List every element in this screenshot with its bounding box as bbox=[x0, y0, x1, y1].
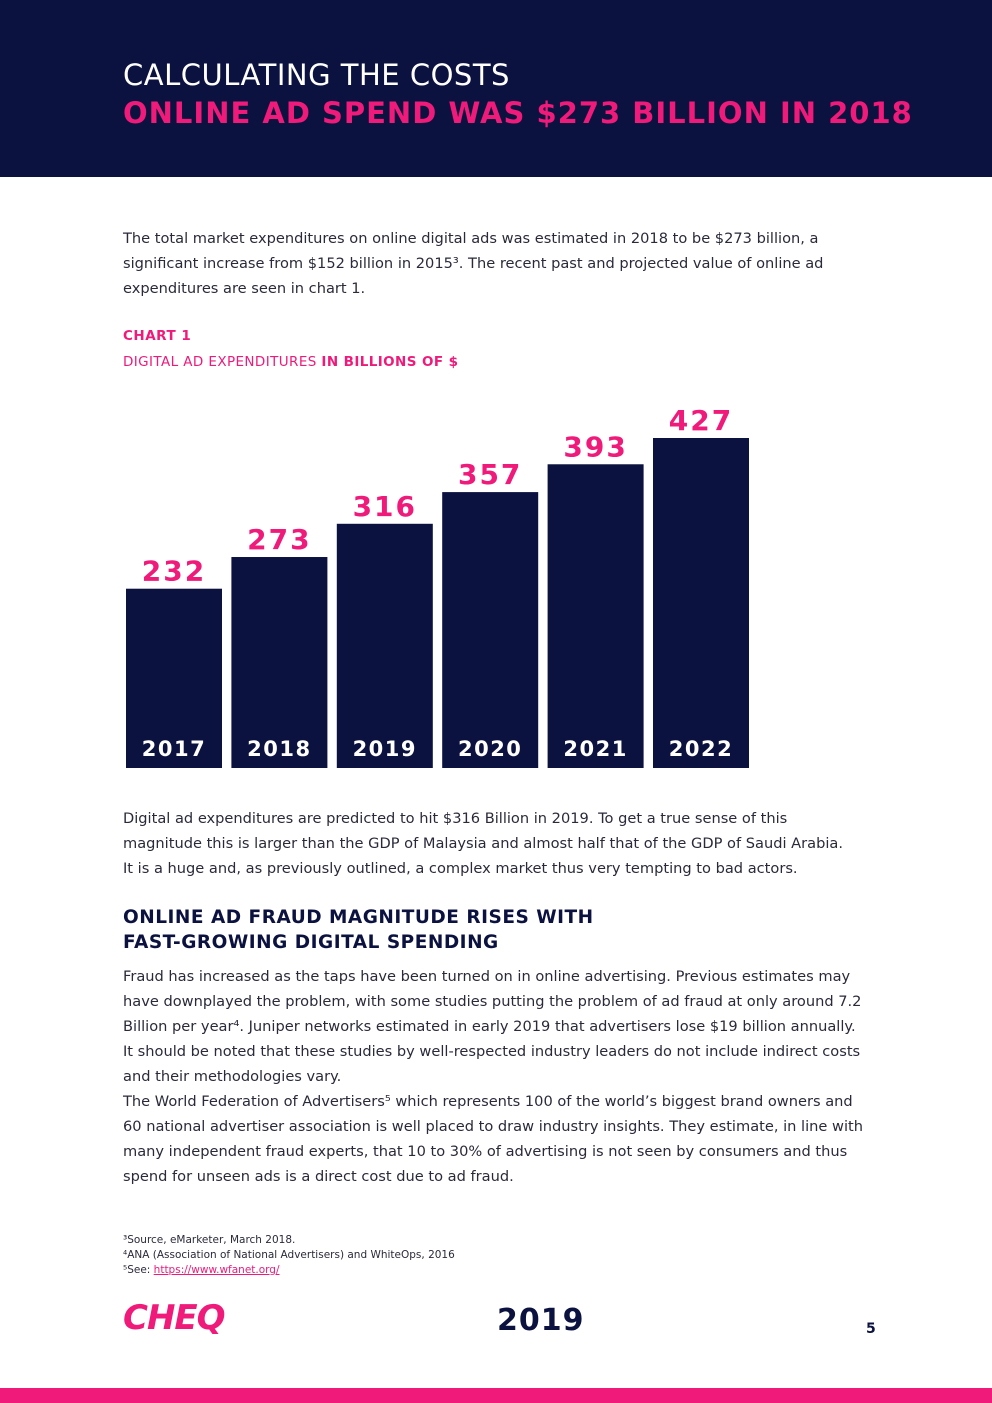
chart-subtitle: DIGITAL AD EXPENDITURES IN BILLIONS OF $ bbox=[123, 354, 458, 370]
fraud-line: Billion per year⁴. Juniper networks esti… bbox=[123, 1018, 856, 1035]
fraud-line: have downplayed the problem, with some s… bbox=[123, 993, 862, 1010]
fraud-paragraph: Fraud has increased as the taps have bee… bbox=[123, 964, 885, 1189]
fraud-line: and their methodologies vary. bbox=[123, 1068, 342, 1085]
intro-line: expenditures are seen in chart 1. bbox=[123, 280, 366, 297]
bar-2022 bbox=[653, 438, 749, 768]
bar-2021 bbox=[547, 464, 644, 768]
chart-subtitle-regular: DIGITAL AD EXPENDITURES bbox=[123, 354, 322, 370]
fraud-line: The World Federation of Advertisers⁵ whi… bbox=[123, 1093, 853, 1110]
bar-category-label: 2019 bbox=[353, 737, 417, 761]
bar-category-label: 2017 bbox=[142, 737, 206, 761]
bar-category-label: 2022 bbox=[669, 737, 733, 761]
page-subtitle: ONLINE AD SPEND WAS $273 BILLION IN 2018 bbox=[123, 96, 913, 130]
fraud-line: It should be noted that these studies by… bbox=[123, 1043, 861, 1060]
bar-value-label: 273 bbox=[247, 523, 311, 556]
bar-category-label: 2020 bbox=[458, 737, 522, 761]
bar-value-label: 316 bbox=[353, 490, 417, 523]
footnote-4: ⁴ANA (Association of National Advertiser… bbox=[123, 1249, 455, 1261]
bar-value-label: 357 bbox=[458, 458, 522, 491]
bar-value-label: 427 bbox=[669, 404, 733, 437]
cheq-logo: CHEQ bbox=[123, 1298, 226, 1338]
fraud-line: many independent fraud experts, that 10 … bbox=[123, 1143, 848, 1160]
page-title: CALCULATING THE COSTS bbox=[123, 58, 510, 92]
fraud-line: 60 national advertiser association is we… bbox=[123, 1118, 863, 1135]
bar-2018 bbox=[231, 557, 328, 768]
bar-2020 bbox=[442, 492, 539, 768]
intro-line: The total market expenditures on online … bbox=[123, 230, 819, 247]
footnote-5: ⁵See: https://www.wfanet.org/ bbox=[123, 1263, 455, 1278]
bar-value-label: 393 bbox=[563, 430, 627, 463]
bar-category-label: 2021 bbox=[563, 737, 627, 761]
bottom-accent-bar bbox=[0, 1388, 992, 1403]
intro-line: significant increase from $152 billion i… bbox=[123, 255, 824, 272]
after-chart-line: Digital ad expenditures are predicted to… bbox=[123, 810, 788, 827]
fraud-line: Fraud has increased as the taps have bee… bbox=[123, 968, 851, 985]
fraud-line: spend for unseen ads is a direct cost du… bbox=[123, 1168, 514, 1185]
bar-2017 bbox=[126, 588, 222, 768]
footnote-5-prefix: ⁵See: bbox=[123, 1264, 154, 1276]
header-banner: CALCULATING THE COSTS ONLINE AD SPEND WA… bbox=[0, 0, 992, 177]
page-number: 5 bbox=[866, 1321, 876, 1337]
footnote-3: ³Source, eMarketer, March 2018. bbox=[123, 1234, 296, 1246]
bar-category-label: 2018 bbox=[247, 737, 311, 761]
chart-label: CHART 1 bbox=[123, 328, 192, 344]
footnotes: ³Source, eMarketer, March 2018. ⁴ANA (As… bbox=[123, 1233, 455, 1278]
after-chart-paragraph: Digital ad expenditures are predicted to… bbox=[123, 806, 885, 881]
section-heading-line: ONLINE AD FRAUD MAGNITUDE RISES WITH bbox=[123, 907, 594, 928]
section-heading-line: FAST-GROWING DIGITAL SPENDING bbox=[123, 932, 499, 953]
after-chart-line: It is a huge and, as previously outlined… bbox=[123, 860, 798, 877]
footer-year: 2019 bbox=[497, 1303, 585, 1338]
section-heading: ONLINE AD FRAUD MAGNITUDE RISES WITH FAS… bbox=[123, 905, 594, 955]
chart-subtitle-bold: IN BILLIONS OF $ bbox=[321, 354, 459, 370]
bar-value-label: 232 bbox=[142, 555, 206, 588]
wfa-link[interactable]: https://www.wfanet.org/ bbox=[153, 1264, 280, 1276]
intro-paragraph: The total market expenditures on online … bbox=[123, 226, 885, 301]
bar-2019 bbox=[336, 523, 433, 768]
after-chart-line: magnitude this is larger than the GDP of… bbox=[123, 835, 843, 852]
